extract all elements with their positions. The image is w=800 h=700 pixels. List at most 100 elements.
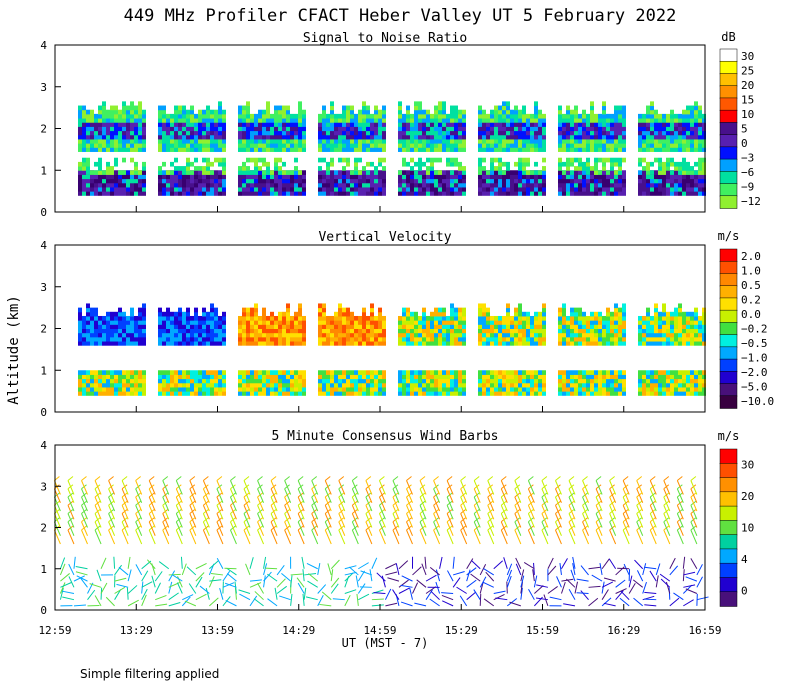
panels-group: Signal to Noise Ratio01234dB302520151050… [38, 30, 774, 637]
heatmap-cell [458, 122, 462, 127]
heatmap-cell [258, 109, 262, 115]
heatmap-cell [366, 382, 370, 388]
heatmap-cell [334, 143, 338, 148]
heatmap-cell [690, 320, 694, 325]
heatmap-cell [78, 336, 82, 342]
heatmap-cell [82, 126, 86, 132]
heatmap-cell [682, 178, 686, 184]
heatmap-cell [678, 378, 682, 384]
heatmap-cell [130, 324, 134, 329]
colorbar-swatch [719, 97, 738, 111]
heatmap-cell [498, 178, 502, 184]
heatmap-cell [506, 336, 510, 342]
heatmap-cell [434, 382, 438, 388]
heatmap-cell [534, 118, 538, 123]
heatmap-cell [374, 122, 378, 127]
wind-barb [265, 567, 278, 570]
heatmap-cell [382, 336, 386, 342]
heatmap-cell [522, 130, 526, 136]
heatmap-cell [322, 378, 326, 384]
heatmap-cell [574, 370, 578, 375]
heatmap-cell [698, 332, 702, 338]
heatmap-cell [578, 370, 582, 375]
heatmap-cell [86, 113, 90, 119]
wind-barb [127, 585, 138, 594]
heatmap-cell [214, 336, 218, 342]
wind-barb [216, 513, 224, 528]
heatmap-cell [606, 147, 610, 152]
heatmap-cell [318, 157, 322, 163]
heatmap-cell [302, 391, 306, 396]
heatmap-cell [638, 320, 642, 325]
heatmap-cell [106, 143, 110, 148]
heatmap-cell [570, 332, 574, 338]
heatmap-cell [614, 378, 618, 384]
heatmap-cell [254, 386, 258, 392]
heatmap-cell [318, 178, 322, 184]
heatmap-cell [690, 147, 694, 152]
heatmap-cell [174, 336, 178, 342]
heatmap-cell [606, 130, 610, 136]
heatmap-cell [218, 147, 222, 152]
heatmap-cell [206, 134, 210, 140]
wind-barb [135, 496, 143, 512]
heatmap-cell [370, 320, 374, 325]
heatmap-cell [594, 332, 598, 338]
heatmap-cell [170, 178, 174, 184]
heatmap-cell [598, 174, 602, 180]
heatmap-cell [538, 109, 542, 115]
heatmap-cell [278, 178, 282, 184]
heatmap-cell [698, 324, 702, 329]
heatmap-cell [102, 328, 106, 334]
heatmap-cell [558, 391, 562, 396]
heatmap-cell [518, 157, 522, 163]
heatmap-cell [246, 328, 250, 334]
heatmap-cell [494, 374, 498, 380]
heatmap-cell [278, 157, 282, 163]
wind-barb [279, 595, 291, 601]
heatmap-cell [190, 378, 194, 384]
heatmap-cell [174, 138, 178, 144]
heatmap-cell [174, 105, 178, 111]
heatmap-cell [410, 166, 414, 171]
heatmap-cell [246, 105, 250, 111]
heatmap-cell [618, 161, 622, 167]
heatmap-cell [274, 174, 278, 180]
wind-barb [284, 505, 292, 520]
heatmap-cell [526, 157, 530, 163]
heatmap-cell [126, 328, 130, 334]
heatmap-cell [382, 157, 386, 163]
heatmap-cell [86, 186, 90, 192]
heatmap-cell [158, 109, 162, 115]
heatmap-cell [94, 378, 98, 384]
heatmap-cell [606, 134, 610, 140]
heatmap-cell [198, 328, 202, 334]
heatmap-cell [434, 191, 438, 196]
heatmap-cell [562, 143, 566, 148]
heatmap-cell [174, 182, 178, 188]
heatmap-cell [670, 130, 674, 136]
heatmap-cell [594, 122, 598, 127]
heatmap-cell [654, 178, 658, 184]
wind-barb [162, 496, 170, 512]
heatmap-cell [202, 147, 206, 152]
heatmap-cell [326, 178, 330, 184]
heatmap-cell [106, 126, 110, 132]
heatmap-cell [186, 186, 190, 192]
heatmap-cell [158, 105, 162, 111]
heatmap-cell [694, 178, 698, 184]
heatmap-cell [502, 174, 506, 180]
heatmap-cell [590, 378, 594, 384]
heatmap-cell [418, 391, 422, 396]
heatmap-cell [262, 191, 266, 196]
heatmap-cell [558, 182, 562, 188]
heatmap-cell [382, 147, 386, 152]
heatmap-cell [690, 391, 694, 396]
colorbar-swatch [719, 334, 738, 348]
heatmap-cell [666, 332, 670, 338]
wind-barb [257, 480, 265, 495]
heatmap-cell [574, 386, 578, 392]
heatmap-cell [198, 341, 202, 346]
heatmap-cell [102, 109, 106, 115]
heatmap-cell [442, 105, 446, 111]
